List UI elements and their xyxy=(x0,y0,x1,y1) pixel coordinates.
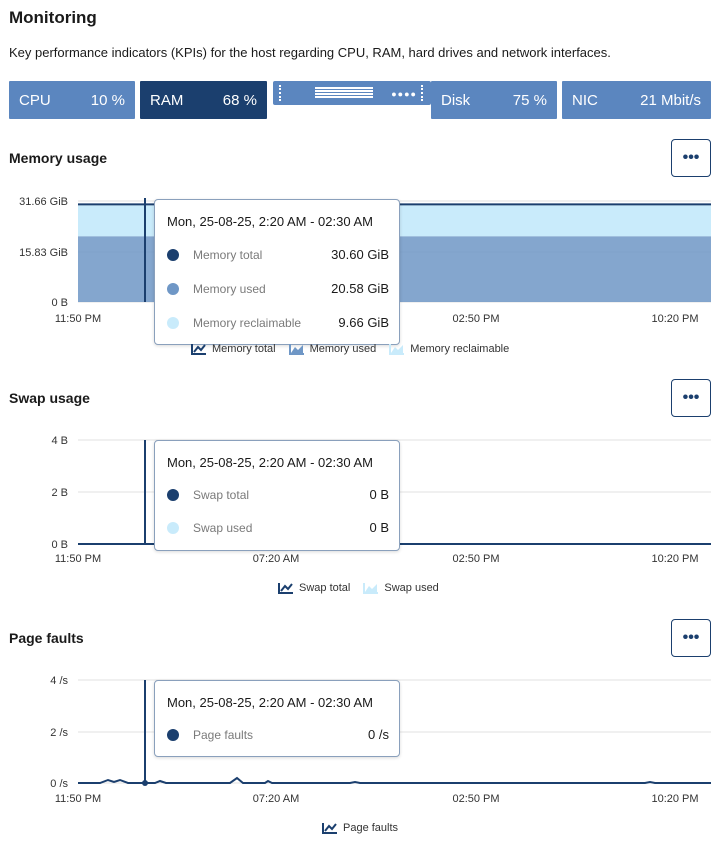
server-icon: ●●●● xyxy=(273,81,431,105)
tooltip-series-value: 0 B xyxy=(369,487,389,502)
tooltip-row: Memory reclaimable 9.66 GiB xyxy=(167,315,389,331)
legend-label: Swap total xyxy=(299,582,351,594)
series-dot xyxy=(167,729,179,741)
memory-usage-title: Memory usage xyxy=(9,150,108,166)
kpi-ram[interactable]: RAM 68 % xyxy=(140,81,267,119)
tooltip-series-name: Swap used xyxy=(193,521,253,535)
series-dot xyxy=(167,249,179,261)
memory-tooltip: Mon, 25-08-25, 2:20 AM - 02:30 AM Memory… xyxy=(154,199,400,345)
series-dot xyxy=(167,283,179,295)
y-tick-label: 0 B xyxy=(51,297,68,309)
tooltip-series-name: Page faults xyxy=(193,728,254,742)
page-faults-title: Page faults xyxy=(9,630,84,646)
page-faults-line xyxy=(78,776,711,784)
page-faults-legend: Page faults xyxy=(321,821,410,835)
tooltip-row: Swap used 0 B xyxy=(167,520,389,536)
legend-item-page-faults[interactable]: Page faults xyxy=(321,821,398,835)
tooltip-series-value: 20.58 GiB xyxy=(331,281,389,296)
swap-legend: Swap total Swap used xyxy=(277,581,451,595)
kpi-label: NIC xyxy=(572,91,598,109)
swap-more-button[interactable]: ••• xyxy=(671,379,711,417)
x-tick-label: 02:50 PM xyxy=(452,553,499,565)
area-chart-icon xyxy=(288,344,304,355)
memory-legend: Memory total Memory used Memory reclaima… xyxy=(190,342,521,356)
x-tick-label: 11:50 PM xyxy=(55,793,101,805)
tooltip-series-value: 30.60 GiB xyxy=(331,247,389,262)
legend-item-memory-used[interactable]: Memory used xyxy=(288,342,377,356)
page-title: Monitoring xyxy=(9,8,97,27)
tooltip-title: Mon, 25-08-25, 2:20 AM - 02:30 AM xyxy=(167,214,373,229)
tooltip-row: Swap total 0 B xyxy=(167,487,389,503)
x-tick-label: 11:50 PM xyxy=(55,553,101,565)
line-chart-icon xyxy=(191,344,206,355)
page-faults-more-button[interactable]: ••• xyxy=(671,619,711,657)
kpi-value: 10 % xyxy=(90,91,125,109)
tooltip-row: Memory used 20.58 GiB xyxy=(167,281,389,297)
kpi-value: 68 % xyxy=(222,91,257,109)
kpi-bar: CPU 10 % RAM 68 % ●●●● Disk 75 % NIC 21 … xyxy=(9,81,711,119)
x-tick-label: 10:20 PM xyxy=(651,313,698,325)
legend-label: Swap used xyxy=(384,582,439,594)
area-chart-icon xyxy=(363,583,379,594)
kpi-label: CPU xyxy=(19,91,51,109)
area-chart-icon xyxy=(389,344,405,355)
tooltip-series-name: Swap total xyxy=(193,488,250,502)
hover-point xyxy=(142,780,148,786)
tooltip-series-name: Memory total xyxy=(193,248,263,262)
swap-tooltip: Mon, 25-08-25, 2:20 AM - 02:30 AM Swap t… xyxy=(154,440,400,551)
line-chart-icon xyxy=(278,583,293,594)
series-dot xyxy=(167,317,179,329)
y-tick-label: 4 /s xyxy=(50,675,68,687)
y-tick-label: 0 /s xyxy=(50,778,68,790)
kpi-value: 75 % xyxy=(512,91,547,109)
y-tick-label: 0 B xyxy=(51,539,68,551)
x-tick-label: 02:50 PM xyxy=(452,313,499,325)
x-tick-label: 07:20 AM xyxy=(253,553,299,565)
kpi-disk[interactable]: Disk 75 % xyxy=(431,81,557,119)
x-tick-label: 07:20 AM xyxy=(253,793,299,805)
kpi-label: Disk xyxy=(441,91,471,109)
page-faults-tooltip: Mon, 25-08-25, 2:20 AM - 02:30 AM Page f… xyxy=(154,680,400,757)
tooltip-series-name: Memory used xyxy=(193,282,266,296)
tooltip-title: Mon, 25-08-25, 2:20 AM - 02:30 AM xyxy=(167,695,373,710)
x-tick-label: 10:20 PM xyxy=(651,793,698,805)
y-tick-label: 31.66 GiB xyxy=(19,196,68,208)
swap-usage-title: Swap usage xyxy=(9,390,90,406)
kpi-value: 21 Mbit/s xyxy=(640,91,701,109)
kpi-label: RAM xyxy=(150,91,184,109)
kpi-nic[interactable]: NIC 21 Mbit/s xyxy=(562,81,711,119)
tooltip-row: Page faults 0 /s xyxy=(167,727,389,743)
legend-label: Memory used xyxy=(309,343,377,355)
tooltip-series-value: 0 B xyxy=(369,520,389,535)
legend-label: Page faults xyxy=(343,822,399,834)
legend-item-swap-total[interactable]: Swap total xyxy=(277,581,350,595)
series-dot xyxy=(167,489,179,501)
legend-label: Memory total xyxy=(212,343,276,355)
tooltip-title: Mon, 25-08-25, 2:20 AM - 02:30 AM xyxy=(167,455,373,470)
y-tick-label: 2 B xyxy=(51,487,68,499)
legend-label: Memory reclaimable xyxy=(410,343,510,355)
x-tick-label: 10:20 PM xyxy=(651,553,698,565)
tooltip-row: Memory total 30.60 GiB xyxy=(167,247,389,263)
tooltip-series-name: Memory reclaimable xyxy=(193,316,302,330)
legend-item-swap-used[interactable]: Swap used xyxy=(362,581,439,595)
memory-more-button[interactable]: ••• xyxy=(671,139,711,177)
line-chart-icon xyxy=(322,823,337,834)
legend-item-memory-reclaimable[interactable]: Memory reclaimable xyxy=(388,342,509,356)
y-tick-label: 15.83 GiB xyxy=(19,247,68,259)
y-tick-label: 4 B xyxy=(51,435,68,447)
kpi-cpu[interactable]: CPU 10 % xyxy=(9,81,135,119)
tooltip-series-value: 0 /s xyxy=(368,727,389,742)
tooltip-series-value: 9.66 GiB xyxy=(338,315,389,330)
y-tick-label: 2 /s xyxy=(50,727,68,739)
page-description: Key performance indicators (KPIs) for th… xyxy=(9,45,611,60)
x-tick-label: 02:50 PM xyxy=(452,793,499,805)
x-tick-label: 11:50 PM xyxy=(55,313,101,325)
series-dot xyxy=(167,522,179,534)
legend-item-memory-total[interactable]: Memory total xyxy=(190,342,276,356)
